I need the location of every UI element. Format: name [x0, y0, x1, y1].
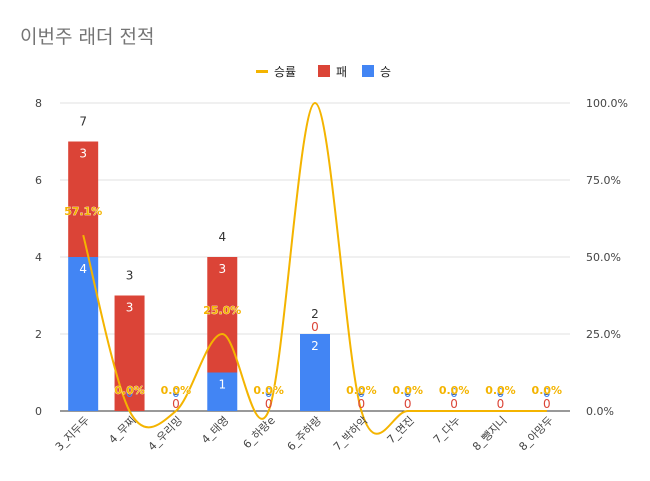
loss-value-label: 3 — [218, 262, 226, 276]
loss-value-label: 0 — [311, 320, 319, 334]
win-value-label: 0 — [126, 386, 134, 400]
legend-swatch-loss — [318, 65, 330, 77]
win-value-label: 0 — [172, 386, 180, 400]
win-rate-label: 0.0% — [253, 384, 284, 397]
win-value-label: 0 — [450, 386, 458, 400]
y-tick-label: 2 — [35, 328, 42, 341]
total-label: 0 — [404, 384, 412, 398]
win-rate-label: 25.0% — [203, 304, 241, 317]
loss-value-label: 0 — [450, 397, 458, 411]
bar-loss — [207, 257, 238, 373]
win-value-label: 0 — [497, 386, 505, 400]
legend-swatch-win — [362, 65, 374, 77]
y-tick-label: 6 — [35, 174, 42, 187]
legend-swatch-win-rate — [256, 70, 268, 73]
loss-value-label: 0 — [358, 397, 366, 411]
win-value-label: 2 — [311, 339, 319, 353]
loss-value-label: 0 — [265, 397, 273, 411]
bar-win — [207, 372, 238, 411]
bar-win — [300, 334, 330, 411]
total-label: 0 — [358, 384, 366, 398]
loss-value-label: 0 — [172, 397, 180, 411]
total-label: 0 — [172, 384, 180, 398]
x-tick-label: 6_주하랑 — [284, 413, 324, 453]
total-label: 0 — [497, 384, 505, 398]
y2-tick-label: 75.0% — [586, 174, 621, 187]
win-rate-label: 57.1% — [64, 205, 102, 218]
legend-label: 승 — [380, 65, 391, 79]
y-tick-label: 0 — [35, 405, 42, 418]
win-rate-label: 0.0% — [161, 384, 192, 397]
legend-label: 승률 — [274, 65, 296, 79]
loss-value-label: 0 — [497, 397, 505, 411]
total-label: 4 — [218, 230, 226, 244]
win-rate-label: 0.0% — [532, 384, 563, 397]
x-tick-label: 6_하랑e — [240, 413, 278, 451]
y2-tick-label: 0.0% — [586, 405, 614, 418]
y-tick-label: 8 — [35, 97, 42, 110]
win-rate-label: 0.0% — [392, 384, 423, 397]
win-value-label: 0 — [358, 386, 366, 400]
loss-value-label: 0 — [404, 397, 412, 411]
win-value-label: 1 — [218, 378, 226, 392]
y2-tick-label: 100.0% — [586, 97, 628, 110]
win-value-label: 0 — [404, 386, 412, 400]
x-tick-label: 4_무찌 — [106, 414, 138, 446]
y2-tick-label: 25.0% — [586, 328, 621, 341]
x-tick-label: 8_뺑지니 — [470, 414, 509, 453]
win-value-label: 0 — [543, 386, 551, 400]
series-line-win-rate — [82, 101, 547, 435]
total-label: 0 — [450, 384, 458, 398]
win-rate-label: 0.0% — [114, 384, 145, 397]
loss-value-label: 3 — [126, 301, 134, 315]
x-tick-label: 7_면진 — [384, 414, 416, 446]
win-value-label: 0 — [265, 386, 273, 400]
x-tick-label: 8_아망두 — [516, 414, 555, 453]
y-tick-label: 4 — [35, 251, 42, 264]
chart-title: 이번주 래더 전적 — [20, 26, 155, 48]
y2-tick-label: 50.0% — [586, 251, 621, 264]
x-tick-label: 3_지두두 — [53, 414, 92, 453]
total-label: 0 — [265, 384, 273, 398]
win-rate-label: 0.0% — [439, 384, 470, 397]
x-tick-label: 4_태영 — [199, 414, 231, 446]
win-rate-label: 0.0% — [485, 384, 516, 397]
total-label: 0 — [543, 384, 551, 398]
loss-value-label: 0 — [543, 397, 551, 411]
total-label: 2 — [311, 307, 319, 321]
bar-loss — [114, 295, 145, 411]
total-label: 3 — [126, 269, 134, 283]
x-tick-label: 7_다누 — [431, 414, 463, 446]
x-tick-label: 7_박하악 — [330, 413, 370, 453]
win-rate-label: 0.0% — [346, 384, 377, 397]
total-label: 7 — [79, 115, 87, 129]
win-value-label: 4 — [79, 262, 87, 276]
loss-value-label: 3 — [79, 147, 87, 161]
legend-label: 패 — [336, 65, 347, 79]
